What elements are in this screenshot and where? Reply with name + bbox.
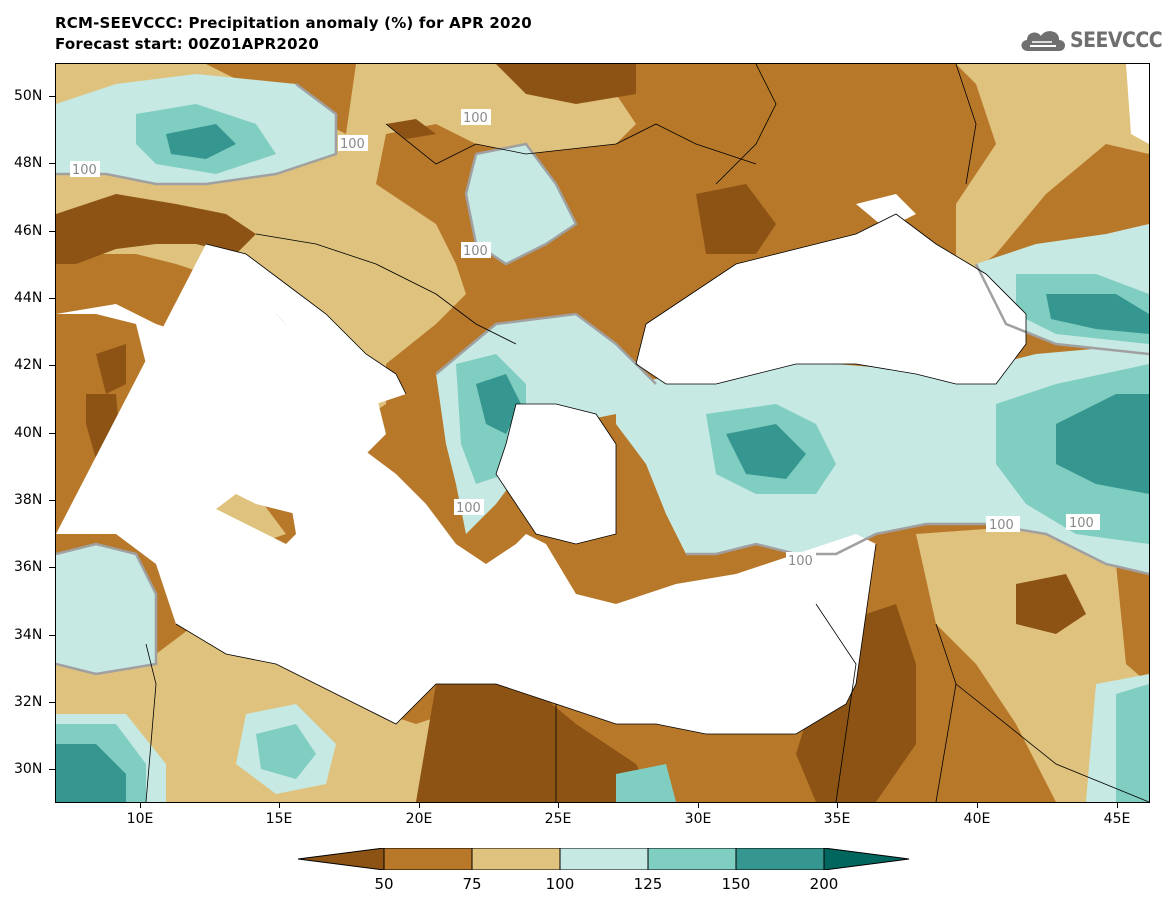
lat-tick: [49, 769, 55, 770]
lat-label: 50N: [14, 88, 43, 104]
lat-tick: [49, 365, 55, 366]
contour-label: 100: [338, 135, 368, 152]
lat-label: 30N: [14, 761, 43, 777]
lat-tick: [49, 635, 55, 636]
colorbar-label: 100: [545, 875, 575, 893]
coastlines-borders: [145, 64, 1149, 802]
map-canvas: 100 100 100 100 100 100: [56, 64, 1149, 802]
lon-label: 40E: [963, 811, 991, 827]
lat-label: 46N: [14, 223, 43, 239]
contour-label: 100: [786, 552, 816, 569]
svg-text:100: 100: [456, 501, 481, 516]
anomaly-band-150-200: [56, 124, 1149, 802]
contour-label: 100: [70, 161, 100, 178]
colorbar-segment: [647, 848, 737, 870]
lon-label: 10E: [126, 811, 154, 827]
cloud-icon: [1021, 31, 1065, 51]
lat-tick: [49, 231, 55, 232]
lon-tick: [837, 802, 838, 808]
colorbar-label: 75: [462, 875, 482, 893]
lat-label: 36N: [14, 559, 43, 575]
lon-tick: [698, 802, 699, 808]
colorbar-label: 150: [721, 875, 751, 893]
svg-text:100: 100: [1069, 516, 1094, 531]
colorbar-segment: [735, 848, 825, 870]
chart-title: RCM-SEEVCCC: Precipitation anomaly (%) f…: [55, 14, 532, 32]
colorbar-label: 125: [633, 875, 663, 893]
lon-label: 35E: [823, 811, 851, 827]
lon-tick: [1117, 802, 1118, 808]
precipitation-anomaly-map: 100 100 100 100 100 100: [55, 63, 1150, 803]
lon-label: 20E: [405, 811, 433, 827]
lon-label: 15E: [265, 811, 293, 827]
lat-tick: [49, 433, 55, 434]
lat-tick: [49, 702, 55, 703]
logo-text: SEEVCCC: [1070, 28, 1163, 52]
contour-label: 100: [461, 109, 491, 126]
lon-tick: [977, 802, 978, 808]
lat-label: 40N: [14, 425, 43, 441]
svg-text:100: 100: [989, 518, 1014, 533]
svg-text:100: 100: [788, 554, 813, 569]
lon-tick: [419, 802, 420, 808]
contour-100-lines: [56, 83, 1149, 676]
lat-label: 38N: [14, 492, 43, 508]
colorbar-segment: [383, 848, 473, 870]
lon-label: 25E: [544, 811, 572, 827]
lat-label: 44N: [14, 290, 43, 306]
colorbar-segment: [298, 848, 385, 870]
contour-label: 100: [986, 516, 1020, 533]
lat-tick: [49, 298, 55, 299]
colorbar-legend: [298, 848, 910, 870]
lon-tick: [558, 802, 559, 808]
colorbar-segment: [559, 848, 649, 870]
colorbar-segment: [823, 848, 910, 870]
seevccc-logo: SEEVCCC: [1018, 25, 1163, 55]
svg-text:100: 100: [340, 137, 365, 152]
contour-label: 100: [1066, 514, 1100, 531]
svg-text:100: 100: [72, 163, 97, 178]
lon-tick: [279, 802, 280, 808]
lat-label: 34N: [14, 627, 43, 643]
lon-tick: [140, 802, 141, 808]
lat-label: 32N: [14, 694, 43, 710]
colorbar-segment: [471, 848, 561, 870]
contour-label: 100: [461, 242, 491, 259]
svg-text:100: 100: [463, 111, 488, 126]
lat-tick: [49, 96, 55, 97]
contour-label: 100: [454, 499, 484, 516]
lat-tick: [49, 567, 55, 568]
lat-tick: [49, 163, 55, 164]
lat-label: 48N: [14, 155, 43, 171]
lon-label: 30E: [684, 811, 712, 827]
lat-label: 42N: [14, 357, 43, 373]
contour-labels: 100 100 100 100 100 100: [70, 109, 1100, 569]
forecast-start-subtitle: Forecast start: 00Z01APR2020: [55, 35, 319, 53]
colorbar-label: 50: [374, 875, 394, 893]
svg-text:100: 100: [463, 244, 488, 259]
lat-tick: [49, 500, 55, 501]
anomaly-band-below-50: [56, 64, 1086, 802]
colorbar-label: 200: [809, 875, 839, 893]
lon-label: 45E: [1103, 811, 1131, 827]
sea-mask: [56, 64, 1149, 734]
